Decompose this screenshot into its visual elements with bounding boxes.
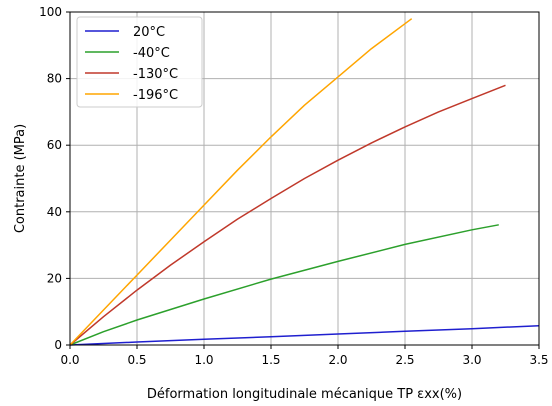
y-tick-label: 20 <box>47 271 62 285</box>
x-tick-label: 1.5 <box>261 353 280 367</box>
y-axis-label: Contrainte (MPa) <box>13 124 28 233</box>
tick-marks: 0.0 0.5 1.0 1.5 2.0 2.5 3.0 3.5 0 20 40 60 80 100 <box>39 5 548 367</box>
legend-label: -40°C <box>133 46 170 61</box>
series-line--40c <box>69 224 499 346</box>
series-line-20c <box>69 324 540 346</box>
legend-label: -130°C <box>133 67 178 82</box>
x-tick-label: 0.0 <box>60 353 79 367</box>
x-tick-label: 3.0 <box>462 353 481 367</box>
plot-frame <box>69 11 540 346</box>
y-tick-label: 100 <box>39 5 62 19</box>
x-tick-label: 1.0 <box>194 353 213 367</box>
legend-label: -196°C <box>133 88 178 103</box>
series-lines <box>69 18 540 346</box>
series-line--196c <box>69 18 413 346</box>
x-tick-label: 0.5 <box>127 353 146 367</box>
x-axis-label: Déformation longitudinale mécanique TP ε… <box>147 387 462 402</box>
y-tick-label: 80 <box>47 72 62 86</box>
y-tick-label: 60 <box>47 138 62 152</box>
x-tick-label: 3.5 <box>529 353 548 367</box>
x-tick-label: 2.0 <box>328 353 347 367</box>
legend-label: 20°C <box>133 25 165 40</box>
legend: 20°C -40°C -130°C -196°C <box>76 16 203 108</box>
series-line--130c <box>69 84 506 346</box>
y-tick-label: 40 <box>47 205 62 219</box>
legend-box <box>76 16 203 108</box>
y-tick-label: 0 <box>54 338 62 352</box>
x-tick-label: 2.5 <box>395 353 414 367</box>
